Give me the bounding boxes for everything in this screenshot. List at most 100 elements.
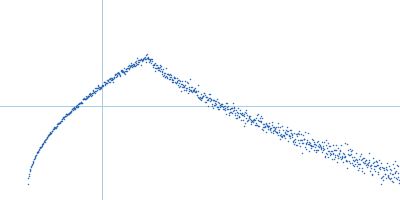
Point (201, 92, 207, 95)
Point (132, 63, 139, 67)
Point (258, 120, 264, 123)
Point (143, 57, 149, 61)
Point (230, 102, 236, 105)
Point (232, 117, 239, 120)
Point (145, 57, 151, 61)
Point (136, 58, 143, 61)
Point (318, 140, 325, 144)
Point (264, 127, 271, 130)
Point (315, 140, 321, 143)
Point (266, 121, 272, 125)
Point (140, 57, 146, 60)
Point (220, 106, 226, 109)
Point (100, 84, 106, 87)
Point (130, 65, 137, 68)
Point (336, 153, 342, 156)
Point (312, 142, 318, 146)
Point (112, 74, 118, 77)
Point (121, 66, 128, 69)
Point (220, 105, 227, 108)
Point (389, 172, 396, 176)
Point (230, 108, 237, 111)
Point (289, 133, 296, 136)
Point (308, 144, 314, 147)
Point (75, 102, 82, 105)
Point (381, 169, 387, 172)
Point (397, 181, 400, 185)
Point (261, 125, 268, 128)
Point (138, 58, 144, 61)
Point (44, 136, 50, 139)
Point (322, 156, 328, 159)
Point (304, 132, 311, 135)
Point (274, 125, 281, 128)
Point (262, 123, 269, 126)
Point (322, 155, 328, 158)
Point (350, 158, 356, 161)
Point (141, 57, 147, 60)
Point (73, 105, 80, 108)
Point (376, 159, 382, 162)
Point (107, 76, 113, 79)
Point (200, 95, 206, 98)
Point (110, 77, 116, 81)
Point (98, 86, 104, 89)
Point (68, 110, 74, 113)
Point (367, 165, 374, 168)
Point (286, 134, 292, 137)
Point (330, 151, 336, 155)
Point (234, 113, 240, 117)
Point (285, 139, 291, 142)
Point (245, 119, 251, 122)
Point (331, 149, 338, 152)
Point (106, 80, 112, 83)
Point (362, 159, 369, 162)
Point (313, 143, 320, 147)
Point (232, 112, 238, 115)
Point (155, 66, 161, 69)
Point (394, 178, 400, 181)
Point (314, 145, 321, 148)
Point (90, 90, 97, 94)
Point (241, 114, 248, 118)
Point (381, 166, 388, 169)
Point (252, 116, 259, 119)
Point (382, 172, 388, 175)
Point (167, 72, 173, 75)
Point (337, 149, 343, 153)
Point (134, 62, 141, 65)
Point (153, 63, 160, 66)
Point (369, 174, 375, 177)
Point (372, 169, 378, 172)
Point (140, 59, 146, 62)
Point (102, 83, 108, 86)
Point (298, 132, 304, 135)
Point (75, 104, 81, 107)
Point (373, 160, 379, 163)
Point (346, 147, 353, 151)
Point (306, 141, 312, 144)
Point (160, 68, 166, 71)
Point (274, 131, 280, 134)
Point (104, 82, 110, 85)
Point (388, 168, 394, 171)
Point (27, 167, 34, 170)
Point (258, 116, 265, 119)
Point (222, 113, 229, 116)
Point (166, 78, 173, 81)
Point (203, 96, 209, 99)
Point (61, 115, 67, 119)
Point (50, 127, 57, 131)
Point (78, 100, 84, 103)
Point (252, 118, 258, 122)
Point (144, 55, 151, 58)
Point (133, 60, 139, 63)
Point (164, 75, 170, 78)
Point (205, 104, 211, 107)
Point (88, 91, 95, 94)
Point (219, 104, 226, 108)
Point (30, 160, 36, 163)
Point (227, 108, 233, 111)
Point (214, 108, 221, 111)
Point (177, 79, 184, 82)
